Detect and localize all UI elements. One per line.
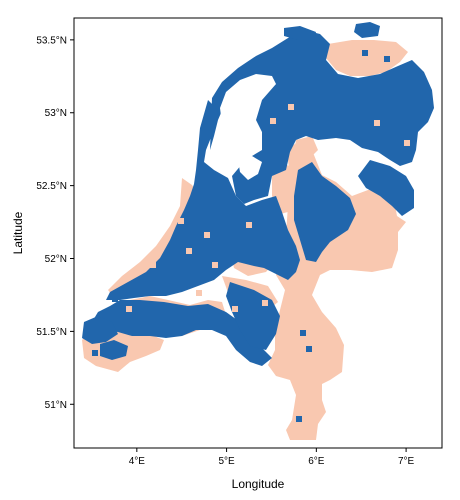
y-tick-label: 52.5°N	[36, 181, 67, 192]
north-central-patch	[294, 136, 318, 162]
x-axis-title: Longitude	[232, 477, 285, 491]
islands-southwest	[100, 340, 128, 360]
y-tick-label: 53°N	[45, 108, 67, 119]
raster-speckles	[92, 50, 410, 422]
east-lowland-region	[294, 162, 356, 262]
northern-tip	[354, 22, 380, 38]
x-tick-label: 7°E	[398, 456, 415, 467]
southwest-lowland-region	[82, 316, 118, 344]
north-coast-region	[326, 40, 408, 76]
x-tick-label: 4°E	[129, 456, 146, 467]
x-tick-label: 5°E	[218, 456, 235, 467]
northeast-lowland-region	[358, 160, 414, 216]
low-lying-layer	[82, 22, 434, 366]
y-tick-label: 53.5°N	[36, 35, 67, 46]
y-tick-label: 51°N	[45, 400, 67, 411]
x-axis: 4°E 5°E 6°E 7°E	[129, 448, 415, 467]
y-axis: 51°N 51.5°N 52°N 52.5°N 53°N 53.5°N	[36, 35, 74, 411]
markermeer-water	[238, 156, 262, 180]
y-tick-label: 52°N	[45, 254, 67, 265]
holland-region	[106, 100, 300, 300]
south-lowland-region	[226, 282, 280, 350]
plot-frame	[73, 17, 443, 449]
ijsselmeer-water	[220, 74, 276, 158]
x-tick-label: 6°E	[308, 456, 325, 467]
y-tick-label: 51.5°N	[36, 327, 67, 338]
wadden-islands	[284, 26, 316, 40]
river-delta-region	[92, 300, 272, 366]
plot-area	[82, 22, 434, 440]
main-lowland-region	[210, 30, 434, 204]
y-axis-title: Latitude	[11, 211, 25, 254]
